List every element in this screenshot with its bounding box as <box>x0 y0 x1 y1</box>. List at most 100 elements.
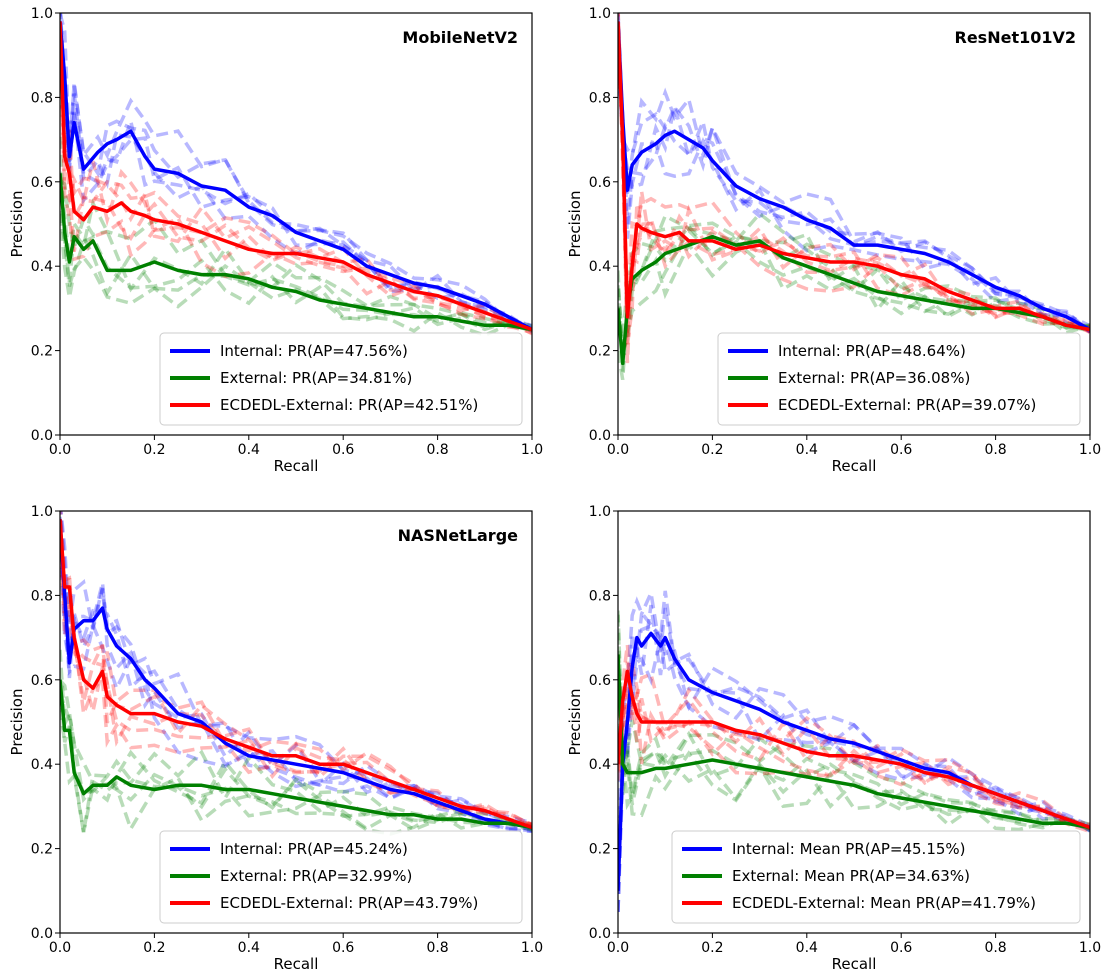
fold-curve-line <box>60 679 532 832</box>
legend-entry: External: PR(AP=34.81%) <box>220 369 412 387</box>
x-tick-label: 0.0 <box>49 442 71 458</box>
x-tick-label: 0.6 <box>890 442 912 458</box>
series-lines <box>60 21 532 332</box>
fold-curve-line <box>618 655 1090 833</box>
y-tick-label: 0.6 <box>589 673 611 689</box>
y-tick-label: 0.2 <box>31 344 53 360</box>
y-tick-label: 1.0 <box>589 6 611 22</box>
y-tick-label: 0.0 <box>589 428 611 444</box>
legend-entry: ECDEDL-External: Mean PR(AP=41.79%) <box>732 894 1036 912</box>
panel-title: NASNetLarge <box>398 526 519 545</box>
fold-curve-line <box>618 692 1090 829</box>
legend-entry: ECDEDL-External: PR(AP=42.51%) <box>220 396 478 414</box>
fold-curve-line <box>618 590 1090 837</box>
x-tick-label: 0.2 <box>701 442 723 458</box>
fold-curve-line <box>60 682 532 833</box>
y-tick-label: 0.6 <box>31 175 53 191</box>
chart-panel-2: 0.0 0.2 0.4 0.6 0.8 1.0 0.0 0.2 0.4 0.6 0.8 1.0 Reca… <box>566 6 1101 475</box>
chart-panel-1: 0.0 0.2 0.4 0.6 0.8 1.0 0.0 0.2 0.4 0.6 0.8 1.0 Reca… <box>8 6 543 475</box>
fold-curve-line <box>60 29 532 332</box>
legend-entry: Internal: PR(AP=48.64%) <box>778 342 966 360</box>
fold-curve-line <box>618 24 1090 329</box>
fold-curve-line <box>60 136 532 331</box>
fold-curve-line <box>60 213 532 338</box>
series-lines <box>618 21 1090 366</box>
series-line-1 <box>618 21 1090 332</box>
plot-frame <box>59 12 533 436</box>
fold-curve-line <box>60 28 532 332</box>
fold-curve-line <box>618 661 1090 827</box>
x-axis-label: Recall <box>274 955 319 973</box>
fold-curve-line <box>60 13 532 329</box>
x-axis-label: Recall <box>832 955 877 973</box>
series-line-2 <box>618 654 1090 830</box>
fold-curve-line <box>618 41 1090 334</box>
fold-curve-line <box>618 690 1090 832</box>
legend-entry: Internal: Mean PR(AP=45.15%) <box>732 840 966 858</box>
legend-entry: ECDEDL-External: PR(AP=39.07%) <box>778 396 1036 414</box>
y-tick-label: 0.8 <box>589 90 611 106</box>
y-tick-label: 0.4 <box>31 259 53 275</box>
series-line-3 <box>618 669 1090 830</box>
x-tick-label: 0.4 <box>238 940 260 956</box>
y-tick-label: 0.4 <box>589 757 611 773</box>
legend: Internal: Mean PR(AP=45.15%) External: Me… <box>671 830 1081 924</box>
legend-entry: External: PR(AP=32.99%) <box>220 867 412 885</box>
fold-curve-line <box>618 586 1090 882</box>
series-line-2 <box>60 679 532 830</box>
fold-curve-line <box>60 40 532 335</box>
fold-curve-line <box>618 224 1090 355</box>
legend: Internal: PR(AP=48.64%) External: PR(AP=3… <box>717 332 1081 426</box>
x-tick-label: 0.0 <box>49 940 71 956</box>
fold-curves <box>618 13 1090 380</box>
legend: Internal: PR(AP=45.24%) External: PR(AP=3… <box>159 830 523 924</box>
x-tick-label: 0.2 <box>701 940 723 956</box>
fold-curve-line <box>618 663 1090 831</box>
x-tick-label: 0.8 <box>984 940 1006 956</box>
y-tick-label: 0.2 <box>589 344 611 360</box>
x-axis-label: Recall <box>274 457 319 475</box>
fold-curve-line <box>618 50 1090 334</box>
x-tick-label: 0.4 <box>238 442 260 458</box>
x-tick-label: 0.6 <box>332 940 354 956</box>
x-tick-label: 0.0 <box>607 940 629 956</box>
y-tick-label: 0.6 <box>31 673 53 689</box>
x-tick-label: 0.2 <box>143 940 165 956</box>
x-tick-label: 0.4 <box>796 442 818 458</box>
fold-curve-line <box>60 707 532 836</box>
y-tick-label: 1.0 <box>31 504 53 520</box>
fold-curve-line <box>618 238 1090 380</box>
legend-box <box>671 830 1081 924</box>
chart-panel-4: 0.0 0.2 0.4 0.6 0.8 1.0 0.0 0.2 0.4 0.6 0.8 1.0 Reca… <box>566 504 1101 973</box>
x-tick-label: 0.4 <box>796 940 818 956</box>
y-tick-label: 0.6 <box>589 175 611 191</box>
fold-curve-line <box>618 221 1090 372</box>
y-tick-label: 0.2 <box>589 842 611 858</box>
x-tick-label: 0.8 <box>984 442 1006 458</box>
fold-curve-line <box>60 511 532 833</box>
y-tick-label: 0.4 <box>589 259 611 275</box>
legend-entry: Internal: PR(AP=45.24%) <box>220 840 408 858</box>
fold-curve-line <box>618 22 1090 346</box>
x-tick-label: 0.6 <box>890 940 912 956</box>
x-tick-label: 1.0 <box>521 442 543 458</box>
fold-curve-line <box>618 13 1090 334</box>
series-line-1 <box>60 21 532 332</box>
fold-curves <box>60 13 532 338</box>
y-tick-label: 0.0 <box>31 428 53 444</box>
fold-curve-line <box>60 532 532 833</box>
fold-curve-line <box>618 13 1090 327</box>
series-line-3 <box>60 519 532 830</box>
legend-entry: Internal: PR(AP=47.56%) <box>220 342 408 360</box>
fold-curve-line <box>618 14 1090 333</box>
fold-curve-line <box>618 73 1090 328</box>
fold-curve-line <box>60 649 532 831</box>
legend-entry: ECDEDL-External: PR(AP=43.79%) <box>220 894 478 912</box>
fold-curve-line <box>60 13 532 331</box>
fold-curve-line <box>618 614 1090 828</box>
plot-frame <box>59 510 533 934</box>
fold-curve-line <box>60 13 532 334</box>
x-tick-label: 1.0 <box>1079 442 1101 458</box>
y-tick-label: 0.0 <box>31 926 53 942</box>
y-tick-label: 0.8 <box>31 90 53 106</box>
